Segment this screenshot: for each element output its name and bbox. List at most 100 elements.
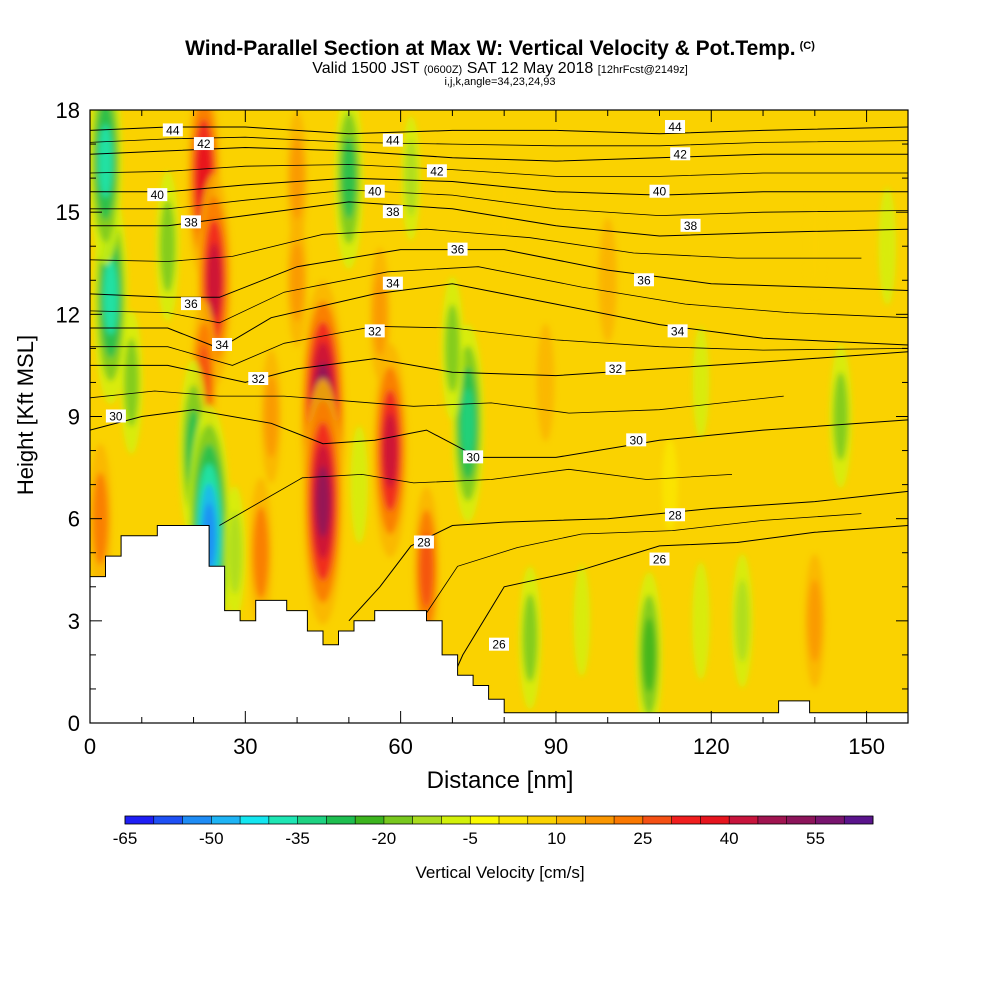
contour-label: 26 — [492, 638, 506, 652]
colorbar-tick-label: -65 — [113, 829, 138, 848]
x-tick-label: 120 — [693, 734, 730, 759]
colorbar-swatch — [211, 816, 241, 824]
contour-label-box — [413, 535, 434, 549]
velocity-cell — [316, 465, 330, 538]
y-tick-label: 18 — [56, 98, 80, 123]
theta-contour-line — [90, 351, 909, 383]
velocity-cell — [642, 617, 656, 693]
contour-label: 36 — [184, 297, 198, 311]
colorbar-tick-label: 10 — [547, 829, 566, 848]
velocity-cell — [383, 412, 398, 489]
theta-contour-line — [89, 266, 909, 324]
contour-label-box — [382, 133, 403, 147]
y-tick-label: 9 — [68, 405, 80, 430]
colorbar-swatch — [700, 816, 730, 824]
contour-label: 42 — [674, 147, 688, 161]
contour-label: 32 — [252, 372, 266, 386]
contour-label-box — [180, 297, 201, 311]
contour-label-box — [665, 120, 686, 134]
contour-label: 38 — [184, 215, 198, 229]
contour-label: 44 — [166, 123, 180, 137]
contour-label-box — [193, 137, 214, 151]
colorbar-swatch — [815, 816, 845, 824]
velocity-cell — [661, 438, 678, 531]
colorbar-swatch — [268, 816, 298, 824]
contour-label-box — [667, 324, 688, 338]
contour-label-box — [605, 361, 626, 375]
colorbar-swatch — [757, 816, 787, 824]
contour-label: 30 — [109, 410, 123, 424]
contour-label-box — [105, 409, 126, 423]
colorbar-tick-label: 25 — [633, 829, 652, 848]
contour-label-box — [626, 433, 647, 447]
velocity-cell — [123, 338, 139, 427]
velocity-cell — [103, 259, 118, 335]
velocity-cell — [573, 565, 591, 677]
colorbar-swatch — [326, 816, 356, 824]
colorbar-label: Vertical Velocity [cm/s] — [415, 863, 585, 882]
velocity-cell — [444, 304, 460, 393]
velocity-cell — [290, 238, 305, 322]
contour-label-box — [680, 218, 701, 232]
contour-label: 44 — [668, 120, 682, 134]
velocity-cell — [522, 593, 538, 683]
colorbar-swatch — [153, 816, 183, 824]
contour-label: 40 — [151, 188, 165, 202]
x-tick-label: 150 — [848, 734, 885, 759]
colorbar-swatch — [355, 816, 385, 824]
contour-label: 28 — [417, 536, 431, 550]
theta-contour-line — [89, 136, 909, 147]
colorbar-tick-label: -5 — [463, 829, 478, 848]
colorbar-swatch — [527, 816, 557, 824]
contour-label-box — [162, 123, 183, 137]
theta-contour-line — [392, 513, 862, 668]
contour-label: 34 — [215, 338, 229, 352]
theta-contour-line — [89, 409, 909, 458]
y-tick-label: 6 — [68, 507, 80, 532]
contour-label: 44 — [386, 134, 400, 148]
velocity-cell — [419, 532, 434, 608]
contour-label-box — [426, 164, 447, 178]
colorbar-swatch — [671, 816, 701, 824]
theta-contour-line — [89, 126, 909, 135]
colorbar-swatch — [383, 816, 413, 824]
contour-label-box — [649, 184, 670, 198]
colorbar-tick-label: -20 — [372, 829, 397, 848]
colorbar-tick-label: 40 — [720, 829, 739, 848]
colorbar-swatch — [240, 816, 270, 824]
contour-label: 38 — [386, 205, 400, 219]
velocity-cell — [692, 326, 710, 439]
velocity-cell — [536, 323, 555, 442]
contour-label: 36 — [637, 273, 651, 287]
theta-contour-line — [348, 490, 909, 622]
valid-time-subtitle: Valid 1500 JST (0600Z) SAT 12 May 2018 [… — [312, 60, 688, 77]
colorbar-swatch — [499, 816, 529, 824]
contour-label-box — [364, 184, 385, 198]
velocity-cell — [159, 200, 176, 293]
velocity-cell — [290, 136, 305, 220]
theta-contour-line — [89, 146, 908, 162]
contour-label-box — [463, 450, 484, 464]
colorbar-tick-label: -35 — [285, 829, 310, 848]
contour-label: 30 — [630, 433, 644, 447]
theta-contour-line — [436, 525, 909, 714]
colorbar-swatch — [297, 816, 327, 824]
theta-contour-line — [219, 468, 733, 526]
theta-contour-line — [90, 177, 908, 196]
velocity-cell — [264, 375, 279, 458]
velocity-cell — [833, 372, 849, 461]
x-tick-label: 90 — [544, 734, 568, 759]
y-tick-label: 0 — [68, 711, 80, 736]
contour-label-box — [489, 637, 509, 651]
x-tick-label: 60 — [388, 734, 412, 759]
velocity-cell — [228, 511, 242, 595]
colorbar: -65 -50 -35 -20 -5 10 25 40 55 — [113, 815, 874, 848]
colorbar-swatch — [642, 816, 672, 824]
contour-label: 40 — [368, 185, 382, 199]
contour-label-box — [147, 188, 168, 202]
contour-label: 34 — [671, 324, 685, 338]
contour-label: 28 — [668, 508, 682, 522]
theta-contour-line — [89, 390, 784, 414]
